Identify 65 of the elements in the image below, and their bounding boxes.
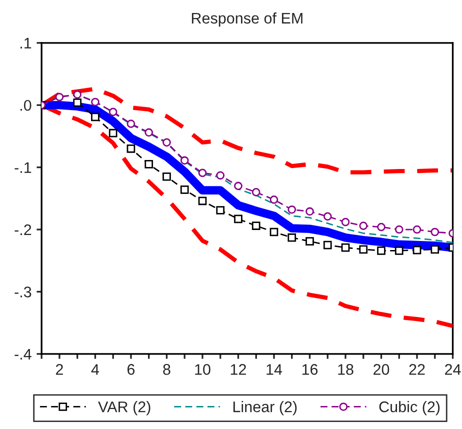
point — [216, 171, 225, 180]
point — [306, 207, 314, 216]
x-tick-label: 2 — [56, 364, 63, 375]
point — [108, 108, 118, 116]
y-tick-label: -.4 — [14, 348, 32, 360]
point — [377, 246, 386, 255]
point — [91, 112, 100, 122]
point — [198, 168, 207, 178]
legend-label: VAR (2) — [98, 401, 150, 416]
point — [234, 182, 242, 190]
point — [288, 233, 296, 242]
x-tick-label: 14 — [266, 364, 282, 375]
point — [180, 186, 189, 194]
y-tick-label: .0 — [20, 100, 32, 111]
point — [341, 218, 350, 226]
x-tick-label: 20 — [374, 364, 390, 375]
x-tick-label: 16 — [302, 364, 318, 375]
point — [430, 228, 440, 236]
point — [234, 214, 242, 224]
point — [73, 98, 82, 107]
point — [180, 156, 189, 165]
point — [144, 128, 154, 137]
point — [198, 196, 207, 206]
x-tick-label: 22 — [409, 364, 425, 375]
y-tick-label: .1 — [20, 38, 32, 48]
point — [144, 160, 154, 168]
point — [162, 172, 171, 181]
point — [288, 205, 296, 214]
point — [216, 206, 225, 214]
point — [126, 144, 136, 153]
x-tick-label: 6 — [127, 364, 135, 375]
chart-title: Response of EM — [192, 12, 302, 27]
point — [252, 222, 260, 230]
point — [341, 243, 350, 252]
point — [377, 222, 386, 232]
y-tick-label: -.2 — [14, 224, 32, 236]
y-tick-label: -.3 — [14, 286, 32, 298]
x-tick-label: 10 — [195, 364, 210, 375]
x-tick-label: 24 — [445, 364, 461, 375]
point — [270, 228, 278, 236]
point — [252, 188, 260, 196]
y-tick-label: -.1 — [14, 162, 32, 173]
point — [359, 222, 368, 230]
point — [394, 225, 404, 234]
x-tick-label: 8 — [163, 364, 170, 375]
point — [108, 128, 118, 138]
point — [394, 246, 404, 255]
point — [412, 225, 422, 234]
point — [412, 246, 422, 254]
point — [73, 90, 82, 99]
point — [126, 120, 136, 128]
point — [323, 212, 332, 221]
x-tick-label: 18 — [338, 364, 354, 375]
point — [270, 195, 278, 204]
legend-label: Linear (2) — [233, 401, 297, 416]
point — [359, 245, 368, 254]
point — [162, 138, 171, 147]
x-tick-label: 4 — [91, 364, 100, 375]
point — [323, 240, 332, 250]
point — [306, 237, 314, 246]
x-tick-label: 12 — [230, 364, 246, 375]
point — [91, 98, 100, 106]
legend-label: Cubic (2) — [379, 401, 440, 416]
point — [55, 92, 64, 102]
point — [430, 245, 440, 254]
